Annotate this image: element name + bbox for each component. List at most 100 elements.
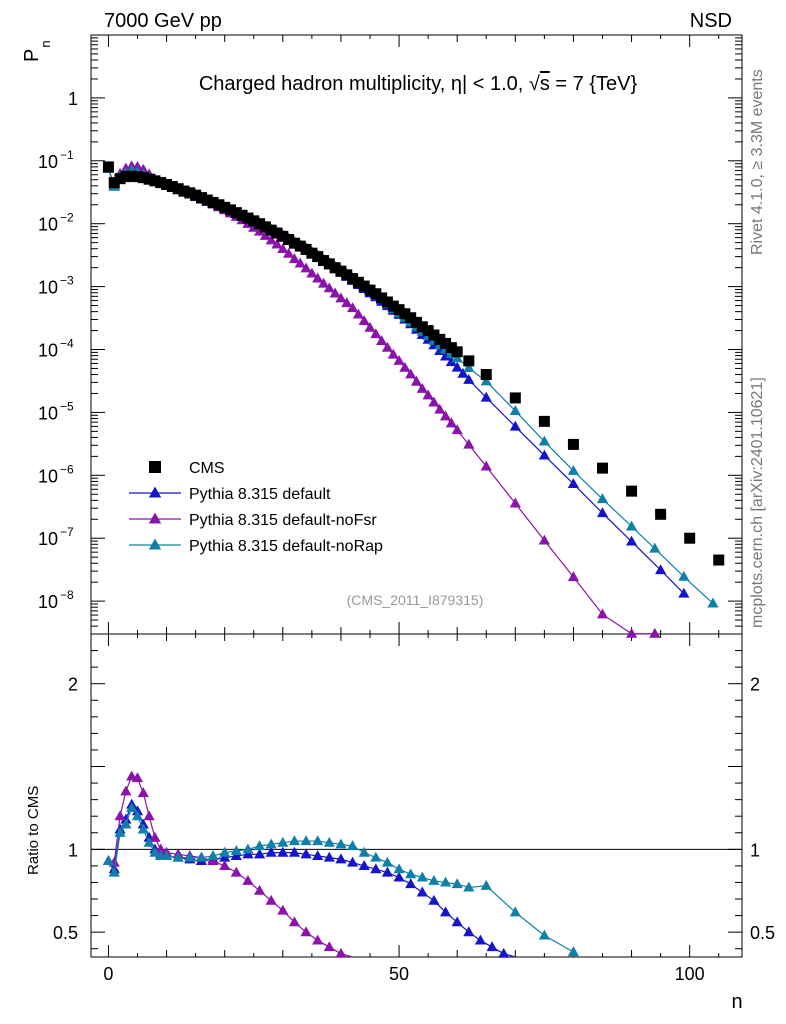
cms-point	[300, 243, 312, 255]
ratio-point	[288, 846, 301, 857]
ratio-point	[126, 802, 138, 812]
mc-point-main	[428, 396, 440, 407]
ratio-point	[451, 878, 463, 889]
ratio-point	[207, 855, 219, 865]
mc-point-main	[463, 373, 475, 384]
cms-point	[684, 532, 696, 544]
ratio-point	[416, 886, 428, 897]
cms-point	[480, 369, 492, 381]
cms-point	[463, 355, 475, 367]
cms-point	[370, 288, 382, 300]
analysis-id: (CMS_2011_I879315)	[347, 592, 484, 608]
header-energy: 7000 GeV pp	[104, 10, 222, 32]
ratio-point	[265, 838, 277, 849]
cms-point	[335, 265, 347, 277]
legend-marker	[148, 538, 162, 550]
ratio-point	[358, 846, 370, 857]
cms-point	[172, 183, 184, 195]
cms-point	[201, 194, 213, 206]
y-tick-label-main-exp: −5	[60, 399, 74, 413]
mc-point-main	[451, 352, 463, 363]
mc-point-main	[567, 464, 580, 475]
mc-point-main	[678, 587, 690, 598]
y-tick-label-main: 10	[38, 278, 58, 298]
ratio-point	[463, 926, 475, 937]
cms-point	[655, 508, 667, 520]
cms-point	[219, 201, 231, 213]
ratio-point	[131, 772, 144, 783]
ratio-point	[120, 818, 132, 829]
ratio-point	[265, 846, 277, 857]
ratio-panel-frame	[90, 633, 743, 958]
mc-point-main	[567, 571, 580, 582]
mc-point-main	[265, 234, 277, 245]
ratio-point	[323, 836, 335, 847]
x-tick-label: 50	[389, 964, 409, 984]
cms-point	[236, 209, 248, 221]
cms-point	[108, 177, 120, 189]
mc-point-main	[596, 507, 609, 518]
ratio-point	[230, 866, 242, 877]
ratio-point	[538, 929, 550, 940]
ratio-point	[498, 947, 510, 958]
y-tick-label-ratio: 0.5	[53, 923, 78, 943]
mc-point-main	[678, 570, 690, 581]
cms-point	[120, 171, 132, 183]
title-tail: = 7 {TeV}	[550, 73, 638, 95]
cms-point	[283, 234, 295, 246]
mc-point-main	[480, 375, 492, 386]
mc-point-main	[445, 356, 457, 367]
title-main: Charged hadron multiplicity,	[199, 73, 451, 95]
mc-point-main	[596, 608, 609, 619]
legend-label: Pythia 8.315 default	[189, 486, 331, 503]
y-tick-label-main: 10	[38, 466, 58, 486]
ratio-point	[277, 846, 289, 857]
title-cut: | < 1.0,	[462, 73, 529, 95]
cms-point	[259, 221, 271, 233]
y-tick-label-main: 10	[38, 529, 58, 549]
ratio-line	[107, 803, 516, 958]
mc-point-main	[317, 277, 330, 288]
mc-point-main	[625, 520, 638, 531]
cms-point	[411, 316, 422, 328]
cms-point	[155, 177, 167, 189]
y-tick-label-main: 1	[68, 89, 78, 109]
y-tick-label-main-exp: −1	[60, 148, 74, 162]
ratio-line	[108, 775, 353, 958]
ratio-point	[184, 851, 196, 862]
cms-point	[451, 346, 463, 358]
mc-point-main	[364, 321, 376, 332]
cms-point	[230, 207, 242, 219]
ratio-point	[370, 863, 382, 874]
mc-point-main	[370, 328, 382, 339]
mc-point-main	[538, 534, 550, 545]
ratio-point	[253, 848, 266, 859]
ratio-point	[439, 906, 452, 917]
ratio-point	[312, 934, 324, 945]
cms-point	[376, 292, 388, 304]
ratio-point	[108, 866, 120, 877]
main-series	[102, 160, 725, 638]
mc-point-main	[509, 405, 521, 416]
ratio-point	[137, 823, 149, 834]
cms-point	[347, 273, 359, 285]
ratio-point	[172, 851, 184, 862]
legend: CMS Pythia 8.315 default Pythia 8.315 defa…	[129, 460, 383, 555]
cms-point	[143, 173, 155, 185]
y-axis-label-ratio: Ratio to CMS	[25, 786, 42, 875]
ratio-point	[300, 835, 312, 846]
ratio-point	[393, 871, 405, 882]
ratio-point	[207, 850, 219, 861]
cms-point	[341, 269, 353, 281]
mc-point-main	[463, 362, 475, 373]
mc-point-main	[335, 292, 347, 303]
cms-point	[190, 189, 202, 201]
mc-point-main	[387, 348, 399, 359]
ratio-point	[230, 850, 242, 861]
ratio-point	[335, 947, 347, 958]
mc-point-main	[288, 253, 301, 264]
cms-point	[294, 240, 306, 252]
ratio-series	[102, 770, 580, 958]
ratio-point	[137, 818, 149, 829]
mc-point-main	[346, 302, 359, 313]
